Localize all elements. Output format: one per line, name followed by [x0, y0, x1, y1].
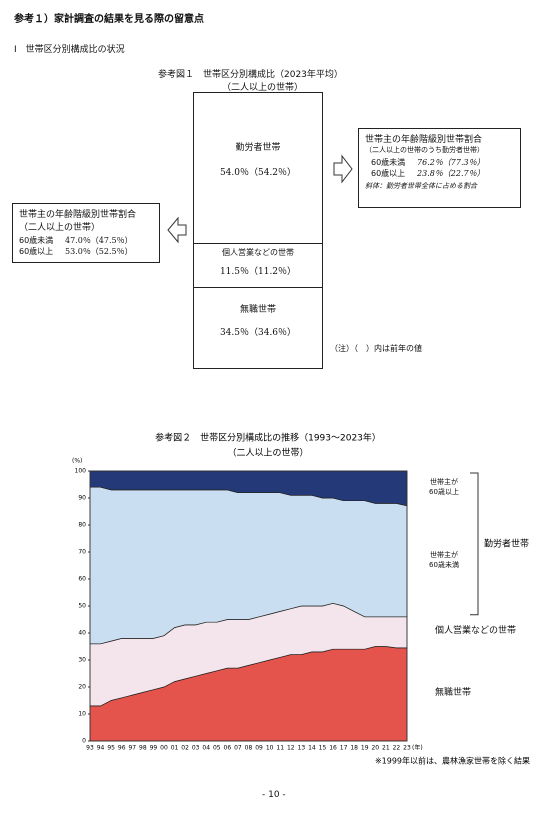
- chart: 参考図２ 世帯区分別構成比の推移（1993～2023年） （二人以上の世帯） (…: [72, 432, 530, 766]
- row-label: 60歳未満: [371, 158, 406, 167]
- row-value: 23.8％（22.7％）: [417, 169, 485, 178]
- x-tick-label: 22: [393, 745, 401, 752]
- x-tick-label: 97: [128, 745, 136, 752]
- x-tick-label: 13: [298, 745, 306, 752]
- box-note: 斜体：勤労者世帯全体に占める割合: [365, 182, 477, 190]
- x-tick-label: 07: [234, 745, 242, 752]
- arrow: [333, 154, 353, 184]
- y-tick-label: 50: [78, 603, 86, 610]
- x-tick-label: 14: [308, 745, 316, 752]
- x-tick-label: 08: [245, 745, 253, 752]
- y-tick-label: 40: [78, 630, 86, 637]
- y-tick-label: 20: [78, 684, 86, 691]
- y-tick-label: 0: [82, 738, 86, 745]
- section-title: Ⅰ 世帯区分別構成比の状況: [14, 45, 125, 55]
- x-tick-label: 95: [107, 745, 115, 752]
- chart-note: ※1999年以前は、農林漁家世帯を除く結果: [375, 756, 530, 766]
- y-tick-label: 90: [78, 495, 86, 502]
- segment: 勤労者世帯 54.0％（54.2％）: [194, 92, 322, 244]
- x-tick-label: 15: [319, 745, 327, 752]
- x-tick-label: 03: [192, 745, 200, 752]
- x-tick-label: 00: [160, 745, 168, 752]
- composition-box: 勤労者世帯 54.0％（54.2％） 個人営業などの世帯 11.5％（11.2％…: [193, 92, 323, 369]
- right-box: 世帯主の年齢階級別世帯割合 （二人以上の世帯のうち勤労者世帯） 60歳未満 76.…: [358, 128, 521, 208]
- chart-title: 参考図２ 世帯区分別構成比の推移（1993～2023年）: [155, 432, 381, 444]
- x-tick-label: 23: [403, 745, 411, 752]
- x-tick-label: 12: [287, 745, 295, 752]
- row-value: 76.2％（77.3％）: [417, 158, 485, 167]
- figure-subtitle: （二人以上の世帯）: [222, 83, 304, 93]
- x-tick-label: 10: [266, 745, 274, 752]
- x-tick-label: 93: [86, 745, 94, 752]
- series-label: 世帯主が60歳未満: [429, 551, 459, 570]
- x-tick-label: 98: [139, 745, 147, 752]
- x-tick-label: 05: [213, 745, 221, 752]
- series-label: 世帯主が60歳以上: [429, 478, 459, 497]
- x-tick-label: 94: [97, 745, 105, 752]
- segment-value: 54.0％（54.2％）: [219, 168, 297, 178]
- row-label: 60歳以上: [19, 247, 54, 256]
- box-subtitle: （二人以上の世帯）: [19, 223, 101, 233]
- segment-label: 勤労者世帯: [235, 143, 281, 153]
- series-label: 無職世帯: [435, 688, 472, 699]
- box-title: 世帯主の年齢階級別世帯割合: [19, 210, 137, 220]
- segment-label: 無職世帯: [239, 305, 276, 315]
- chart-subtitle: （二人以上の世帯）: [227, 447, 308, 459]
- y-tick-label: 60: [78, 576, 86, 583]
- series-label: 個人営業などの世帯: [435, 626, 517, 637]
- row-label: 60歳以上: [371, 169, 406, 178]
- y-tick-label: 30: [78, 657, 86, 664]
- y-tick-label: 10: [78, 711, 86, 718]
- segment: 個人営業などの世帯 11.5％（11.2％）: [194, 243, 322, 287]
- x-tick-label: 17: [340, 745, 348, 752]
- plot-frame: [89, 470, 408, 742]
- x-tick-label: 06: [224, 745, 232, 752]
- x-tick-label: 01: [171, 745, 179, 752]
- segment: 無職世帯 34.5％（34.6％）: [194, 287, 322, 369]
- group-label: 勤労者世帯: [484, 537, 529, 549]
- segment-value: 34.5％（34.6％）: [219, 328, 297, 338]
- bracket: [470, 472, 479, 616]
- x-tick-label: 21: [382, 745, 390, 752]
- x-tick-label: 02: [181, 745, 189, 752]
- y-tick-label: 70: [78, 549, 86, 556]
- left-box: 世帯主の年齢階級別世帯割合 （二人以上の世帯） 60歳未満 47.0％（47.5％…: [12, 203, 160, 263]
- segment-label: 個人営業などの世帯: [222, 248, 294, 257]
- y-tick-label: 100: [75, 468, 87, 475]
- figure-title: 参考図１ 世帯区分別構成比（2023年平均）: [158, 70, 343, 80]
- y-tick-label: 80: [78, 522, 86, 529]
- x-unit: (年): [412, 744, 423, 752]
- figure-note: （注）（ ）内は前年の値: [330, 344, 422, 353]
- row-value: 53.0％（52.5％）: [65, 247, 133, 256]
- x-tick-label: 18: [350, 745, 358, 752]
- y-unit: (%): [72, 458, 82, 465]
- box-title: 世帯主の年齢階級別世帯割合: [365, 135, 483, 145]
- x-tick-label: 11: [276, 745, 284, 752]
- x-tick-label: 16: [329, 745, 337, 752]
- row-label: 60歳未満: [19, 236, 54, 245]
- x-tick-label: 04: [202, 745, 210, 752]
- x-tick-label: 99: [150, 745, 158, 752]
- arrow: [167, 216, 187, 244]
- box-subtitle: （二人以上の世帯のうち勤労者世帯）: [365, 146, 484, 154]
- x-tick-label: 09: [255, 745, 263, 752]
- page-number: - 10 -: [262, 790, 286, 800]
- x-tick-label: 96: [118, 745, 126, 752]
- arrows: [167, 154, 353, 244]
- x-tick-label: 19: [361, 745, 369, 752]
- x-tick-label: 20: [371, 745, 379, 752]
- page-title: 参考１）家計調査の結果を見る際の留意点: [14, 14, 204, 25]
- row-value: 47.0％（47.5％）: [65, 236, 133, 245]
- segment-value: 11.5％（11.2％）: [219, 267, 297, 277]
